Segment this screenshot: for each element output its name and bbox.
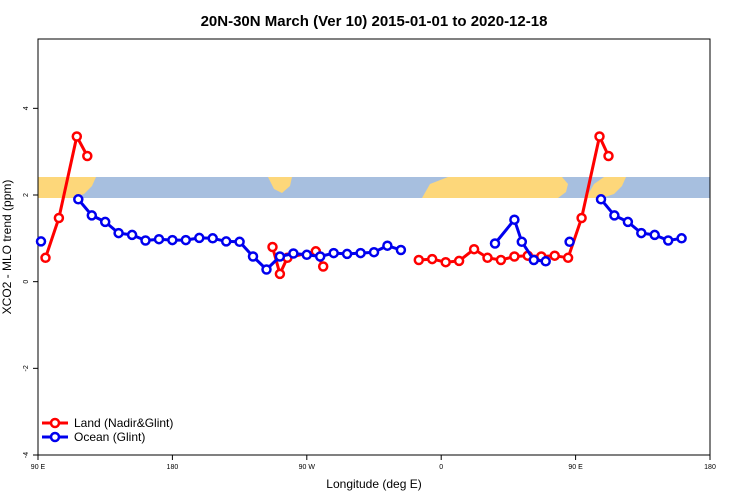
series-0-point-2-5 <box>482 252 493 264</box>
series-1-point-1-7 <box>167 234 178 246</box>
chart-title: 20N-30N March (Ver 10) 2015-01-01 to 202… <box>201 13 548 30</box>
series-1-point-4-1 <box>609 210 620 221</box>
series-0-point-0-1 <box>53 212 65 224</box>
series-1-point-1-24 <box>395 244 407 256</box>
series-1-point-2-0 <box>489 238 501 249</box>
y-tick-label-1: -2 <box>23 365 30 371</box>
series-1-point-1-0 <box>73 194 84 205</box>
series-1-point-1-16 <box>288 248 299 259</box>
series-1-point-1-14 <box>261 264 272 275</box>
series-1-point-1-5 <box>140 235 151 246</box>
x-axis-label: Longitude (deg E) <box>326 477 421 491</box>
series-1-point-1-2 <box>99 216 111 228</box>
x-tick-label-2: 90 W <box>299 464 316 471</box>
x-tick-label-0: 90 E <box>31 464 46 471</box>
series-0-point-2-0 <box>413 254 425 266</box>
series-1-point-1-23 <box>382 240 393 251</box>
series-1-point-1-8 <box>180 234 192 246</box>
series-1-point-2-4 <box>540 256 551 267</box>
legend-item-ocean: Ocean (Glint) <box>42 430 145 444</box>
series-1-point-1-10 <box>207 233 218 244</box>
series-0-line-2 <box>418 135 610 264</box>
series-0-point-0-3 <box>82 150 93 162</box>
series-0-point-0-0 <box>40 252 51 264</box>
series-1-point-1-1 <box>86 210 98 221</box>
series-0-point-2-10 <box>549 250 560 261</box>
series-1-point-4-6 <box>676 233 687 244</box>
series-1-point-4-2 <box>622 216 634 228</box>
series-1-point-1-19 <box>328 247 339 259</box>
series-1-point-1-4 <box>126 229 138 241</box>
series-1-point-0-0 <box>35 236 47 247</box>
x-axis: 90 E 180 90 W 0 90 E 180 <box>31 455 716 471</box>
x-tick-label-1: 180 <box>167 464 179 471</box>
series-1-point-2-1 <box>509 214 520 225</box>
x-tick-label-3: 0 <box>439 464 443 471</box>
series-0-point-2-14 <box>603 150 614 162</box>
world-map-band <box>38 177 710 198</box>
series-1-point-1-9 <box>194 232 205 244</box>
series-1-point-1-11 <box>220 236 232 247</box>
series-0-point-2-6 <box>495 254 507 266</box>
series-1-point-1-17 <box>301 249 313 261</box>
series-1-point-1-12 <box>234 236 245 248</box>
y-axis: -4 -2 0 2 4 <box>23 106 38 458</box>
plot-frame <box>37 38 711 456</box>
series-1-point-4-5 <box>662 235 674 246</box>
y-tick-label-0: -4 <box>23 452 30 458</box>
x-tick-label-4: 90 E <box>568 464 583 471</box>
map-land-america <box>268 177 292 193</box>
y-tick-label-4: 4 <box>23 106 30 110</box>
legend-label-ocean: Ocean (Glint) <box>74 430 145 444</box>
series-1-point-2-2 <box>516 236 528 248</box>
series-0-point-2-12 <box>576 212 587 224</box>
series-0-point-2-4 <box>468 243 480 255</box>
series-1-point-1-21 <box>355 247 366 259</box>
series-1-point-4-0 <box>595 194 607 205</box>
series-0-point-1-4 <box>317 261 329 272</box>
legend-label-land: Land (Nadir&Glint) <box>74 416 173 430</box>
series-layer <box>35 131 687 280</box>
legend: Land (Nadir&Glint) Ocean (Glint) <box>42 416 173 444</box>
series-1-point-1-20 <box>341 248 353 260</box>
series-0-point-2-13 <box>594 131 605 142</box>
series-0-point-2-1 <box>426 253 438 265</box>
series-1 <box>35 194 687 275</box>
series-0-point-1-0 <box>267 241 278 253</box>
series-1-point-2-3 <box>528 254 540 266</box>
legend-item-land: Land (Nadir&Glint) <box>42 416 173 430</box>
x-tick-label-5: 180 <box>704 464 716 471</box>
series-1-line-1 <box>77 198 402 271</box>
series-1-point-1-22 <box>368 246 380 258</box>
map-land-asia-repeat <box>586 177 626 198</box>
y-tick-label-3: 2 <box>23 193 30 197</box>
series-0-point-2-7 <box>509 251 520 262</box>
series-0-point-2-2 <box>440 256 451 268</box>
legend-marker-land <box>49 417 61 429</box>
y-tick-label-2: 0 <box>23 280 30 284</box>
series-1-point-1-6 <box>153 233 165 245</box>
series-0-line-0 <box>44 135 89 259</box>
series-0-point-2-3 <box>453 255 465 267</box>
legend-marker-ocean <box>49 431 61 443</box>
series-0-point-0-2 <box>71 131 83 142</box>
series-0-point-1-1 <box>274 268 286 280</box>
series-1-point-1-15 <box>274 251 286 262</box>
series-1-point-1-3 <box>113 227 124 239</box>
series-0-point-2-11 <box>562 252 574 264</box>
y-axis-label: XCO2 - MLO trend (ppm) <box>0 180 14 315</box>
series-1-point-1-13 <box>247 251 259 262</box>
series-1-point-4-4 <box>649 229 660 241</box>
series-1-point-3-0 <box>564 236 575 248</box>
series-1-point-4-3 <box>636 227 647 239</box>
series-1-point-1-18 <box>314 251 326 262</box>
map-land-africa-asia <box>422 177 568 198</box>
